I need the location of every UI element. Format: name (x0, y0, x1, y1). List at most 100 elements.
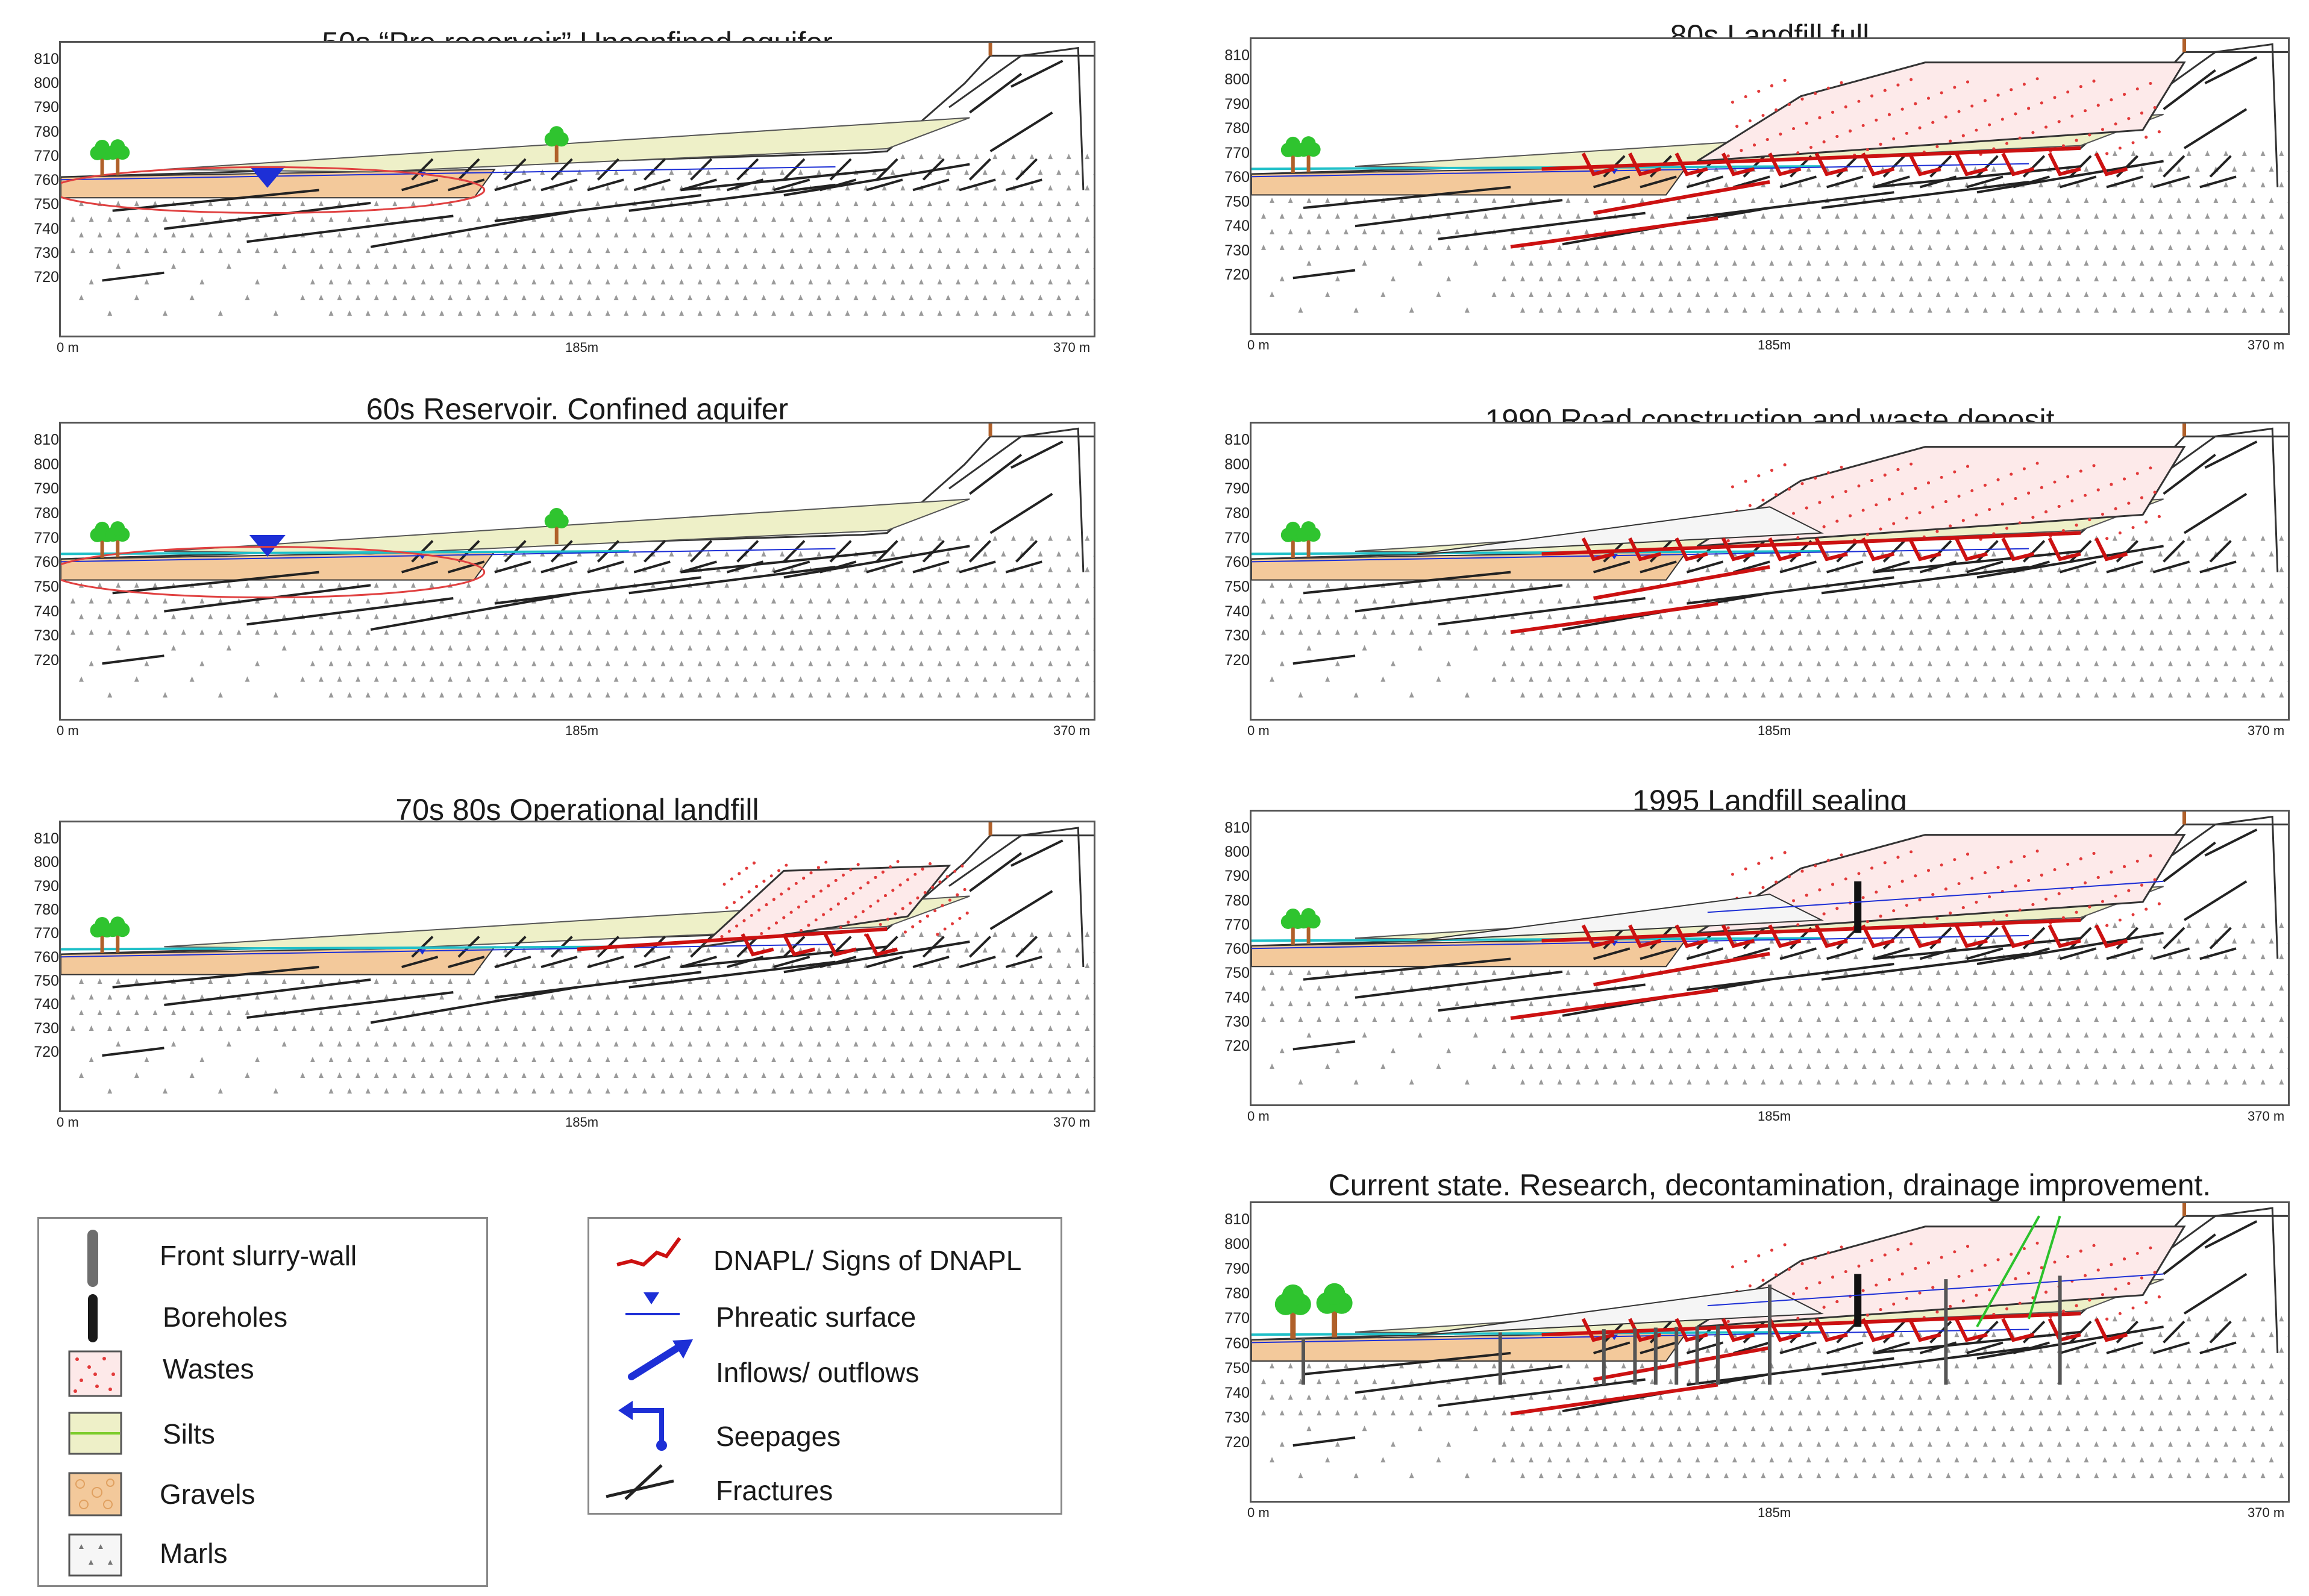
tree-icon (2182, 424, 2186, 437)
y-tick-label: 720 (1224, 1434, 1250, 1451)
legend-label: Silts (163, 1418, 215, 1450)
drain-line (2028, 1215, 2061, 1319)
y-tick-label: 750 (34, 578, 59, 595)
tree-icon (988, 822, 992, 836)
y-tick-label: 800 (1224, 843, 1250, 861)
legend-label: Fractures (716, 1475, 833, 1506)
cross-section-drawing (61, 822, 1094, 1094)
x-tick-label: 0 m (57, 1115, 79, 1130)
x-tick-label: 370 m (2248, 723, 2285, 738)
y-tick-label: 770 (34, 529, 59, 546)
y-tick-label: 800 (34, 854, 59, 871)
dnapl (577, 927, 898, 957)
y-tick-label: 810 (1224, 47, 1250, 64)
dnapl (1510, 531, 2128, 634)
gravels-swatch-icon (68, 1472, 122, 1521)
cross-section-plot (59, 41, 1095, 337)
tree-icon (105, 139, 130, 176)
y-tick-label: 720 (34, 1044, 59, 1060)
cross-section-drawing (1252, 424, 2288, 698)
tree-icon (988, 43, 992, 56)
y-tick-label: 790 (1224, 1260, 1250, 1278)
water-table-marker (249, 166, 286, 188)
y-tick-label: 770 (1224, 1310, 1250, 1327)
x-tick-label: 370 m (2248, 337, 2285, 352)
tree-icon (105, 521, 130, 558)
x-tick-label: 185m (1758, 723, 1791, 738)
panel-title: 60s Reservoir. Confined aquifer (366, 392, 789, 426)
y-tick-label: 720 (1224, 1037, 1250, 1054)
road-deposit (1417, 893, 1824, 942)
slurry-wall (1854, 1274, 1862, 1327)
y-tick-label: 730 (34, 244, 59, 261)
cross-section-drawing (1252, 1203, 2288, 1479)
reservoir-surface (61, 945, 629, 951)
y-tick-label: 730 (1224, 627, 1250, 645)
y-tick-label: 720 (1224, 266, 1250, 283)
tree-icon (1274, 1284, 1311, 1339)
y-tick-label: 760 (1224, 554, 1250, 571)
cross-section-plot (1250, 37, 2290, 335)
tree-icon (2182, 812, 2186, 825)
aquifer-highlight (61, 166, 486, 214)
fractures (1292, 56, 2258, 280)
tree-icon (1316, 1283, 1353, 1338)
water-table-marker (249, 535, 286, 557)
waste-dots (720, 860, 969, 939)
y-tick-label: 760 (1224, 940, 1250, 958)
fractures (1292, 1220, 2258, 1447)
cross-section-drawing (1252, 812, 2288, 1085)
x-tick-label: 185m (1758, 1109, 1791, 1124)
y-tick-label: 790 (34, 99, 59, 116)
x-tick-label: 0 m (57, 723, 79, 738)
y-tick-label: 800 (1224, 71, 1250, 89)
y-tick-label: 740 (34, 996, 59, 1013)
y-tick-label: 760 (34, 948, 59, 966)
y-tick-label: 800 (34, 455, 59, 473)
y-tick-label: 770 (34, 147, 59, 164)
y-tick-label: 780 (34, 123, 59, 140)
y-tick-label: 780 (34, 901, 59, 918)
phreatic-marker (418, 949, 426, 955)
reservoir-surface (61, 550, 629, 555)
legend-label: Marls (160, 1538, 228, 1569)
x-tick-label: 185m (1758, 1505, 1791, 1520)
waste-body (1696, 1225, 2186, 1328)
fractures (1292, 828, 2258, 1051)
road-deposit (1417, 1286, 1824, 1336)
wastes-swatch-icon (68, 1350, 122, 1401)
phreatic-line (61, 166, 836, 181)
hillslope (948, 46, 1085, 190)
hillslope (2142, 815, 2279, 959)
y-tick-label: 810 (34, 51, 59, 67)
cross-section-drawing (1252, 39, 2288, 313)
y-tick-label: 750 (34, 196, 59, 213)
y-tick-label: 790 (34, 877, 59, 895)
y-tick-label: 720 (1224, 652, 1250, 669)
x-tick-label: 370 m (2248, 1505, 2285, 1520)
y-tick-label: 800 (34, 75, 59, 92)
legend-label: Boreholes (163, 1301, 288, 1333)
y-tick-label: 730 (1224, 242, 1250, 259)
y-tick-label: 730 (34, 627, 59, 645)
waste-dots (1726, 850, 2161, 930)
x-tick-label: 185m (565, 1115, 599, 1130)
y-tick-label: 760 (34, 172, 59, 189)
y-tick-label: 800 (1224, 1236, 1250, 1253)
y-tick-label: 740 (1224, 989, 1250, 1006)
dnapl-icon (613, 1231, 686, 1276)
y-tick-label: 780 (1224, 892, 1250, 909)
hillslope (948, 827, 1085, 968)
reservoir-surface (1252, 1330, 1822, 1336)
legend-materials: Front slurry-wall Boreholes Wastes Silts… (37, 1217, 488, 1587)
x-tick-label: 0 m (57, 340, 79, 355)
cross-section-drawing (61, 424, 1094, 698)
x-tick-label: 370 m (1053, 340, 1091, 355)
y-tick-label: 760 (34, 554, 59, 571)
reservoir-surface (1252, 165, 1822, 171)
y-tick-label: 780 (1224, 505, 1250, 522)
panel-title: Current state. Research, decontamination… (1328, 1168, 2211, 1202)
tree-icon (1296, 908, 1321, 945)
fracture-icon (601, 1457, 680, 1508)
dnapl (1510, 1312, 2128, 1416)
